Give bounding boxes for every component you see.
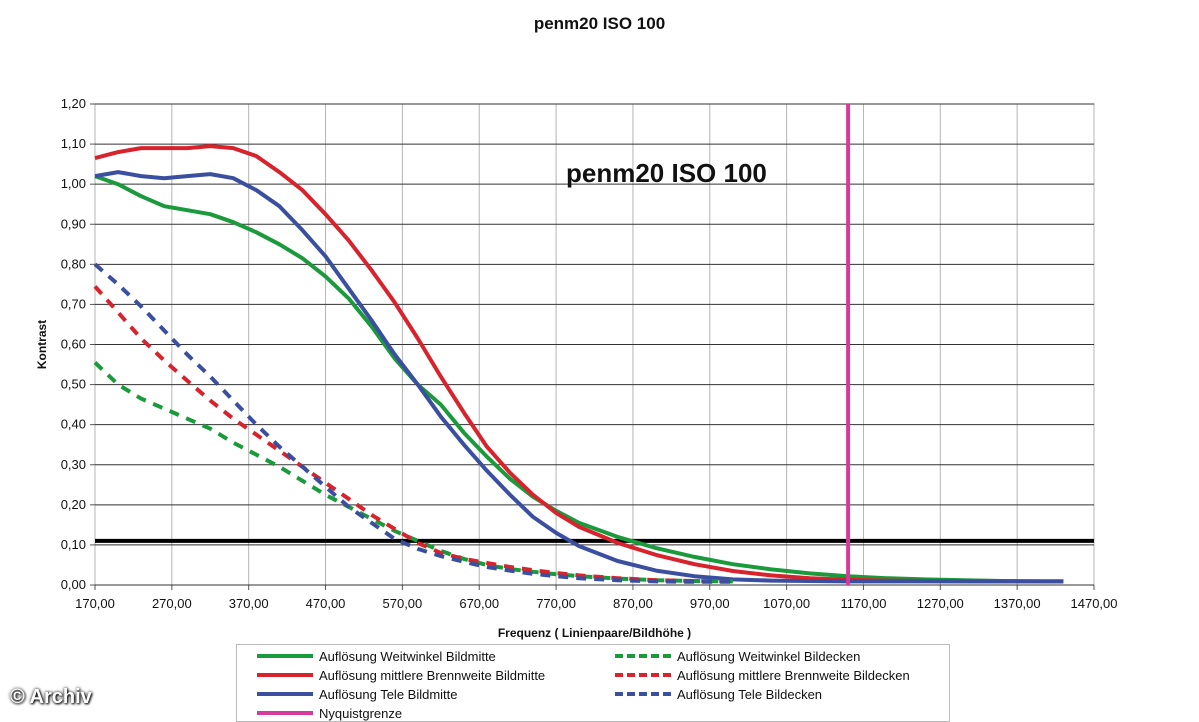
legend-label: Auflösung Weitwinkel Bildecken [677,648,861,664]
y-tick-label: 0,90 [61,216,86,231]
legend-label: Auflösung Tele Bildecken [677,686,823,702]
legend-item: Auflösung Weitwinkel Bildmitte [257,647,496,665]
legend-item: Auflösung mittlere Brennweite Bildecken [615,666,910,684]
legend-label: Auflösung mittlere Brennweite Bildmitte [319,667,546,683]
legend-swatch [615,673,671,677]
x-tick-label: 170,00 [75,596,115,611]
legend-swatch [257,711,313,715]
x-tick-label: 1470,00 [1071,596,1118,611]
y-axis-label: Kontrast [35,320,49,369]
legend-label: Auflösung Weitwinkel Bildmitte [319,648,496,664]
legend-label: Auflösung mittlere Brennweite Bildecken [677,667,910,683]
x-tick-label: 1070,00 [763,596,810,611]
legend-swatch [257,673,313,677]
legend-item: Auflösung Tele Bildmitte [257,685,458,703]
y-tick-label: 0,20 [61,497,86,512]
legend-label: Nyquistgrenze [319,705,403,721]
y-tick-label: 0,30 [61,457,86,472]
series-line-2 [94,170,1064,584]
x-tick-label: 1270,00 [917,596,964,611]
series-line-3 [93,361,733,584]
y-tick-label: 0,50 [61,377,86,392]
chart-title: penm20 ISO 100 [533,14,666,33]
legend-item: Nyquistgrenze [257,704,402,722]
series-line-5 [93,262,733,584]
y-tick-label: 0,60 [61,337,86,352]
x-tick-label: 1370,00 [994,596,1041,611]
plot-inner-title: penm20 ISO 100 [566,158,767,188]
y-tick-label: 0,10 [61,537,86,552]
legend-item: Auflösung Weitwinkel Bildecken [615,647,860,665]
legend-item: Auflösung mittlere Brennweite Bildmitte [257,666,545,684]
y-tick-label: 0,40 [61,417,86,432]
y-tick-label: 1,20 [61,96,86,111]
watermark: © Archiv [10,686,92,708]
legend-swatch [257,654,313,658]
y-tick-label: 0,80 [61,256,86,271]
y-tick-label: 1,00 [61,176,86,191]
x-tick-label: 770,00 [536,596,576,611]
x-tick-label: 970,00 [690,596,730,611]
x-tick-label: 570,00 [383,596,423,611]
x-tick-label: 270,00 [152,596,192,611]
x-tick-label: 670,00 [459,596,499,611]
x-tick-label: 470,00 [306,596,346,611]
legend-item: Auflösung Tele Bildecken [615,685,822,703]
x-tick-label: 870,00 [613,596,653,611]
x-tick-label: 1170,00 [840,596,886,611]
series-line-0 [94,174,1064,584]
legend-swatch [615,692,671,696]
legend-swatch [257,692,313,696]
y-tick-label: 0,00 [61,577,86,592]
legend-label: Auflösung Tele Bildmitte [319,686,458,702]
y-tick-label: 1,10 [61,136,86,151]
y-tick-label: 0,70 [61,296,86,311]
legend: Auflösung Weitwinkel Bildmitte Auflösung… [236,644,950,722]
x-tick-label: 370,00 [229,596,269,611]
x-axis-label: Frequenz ( Linienpaare/Bildhöhe ) [498,626,691,640]
legend-swatch [615,654,671,658]
